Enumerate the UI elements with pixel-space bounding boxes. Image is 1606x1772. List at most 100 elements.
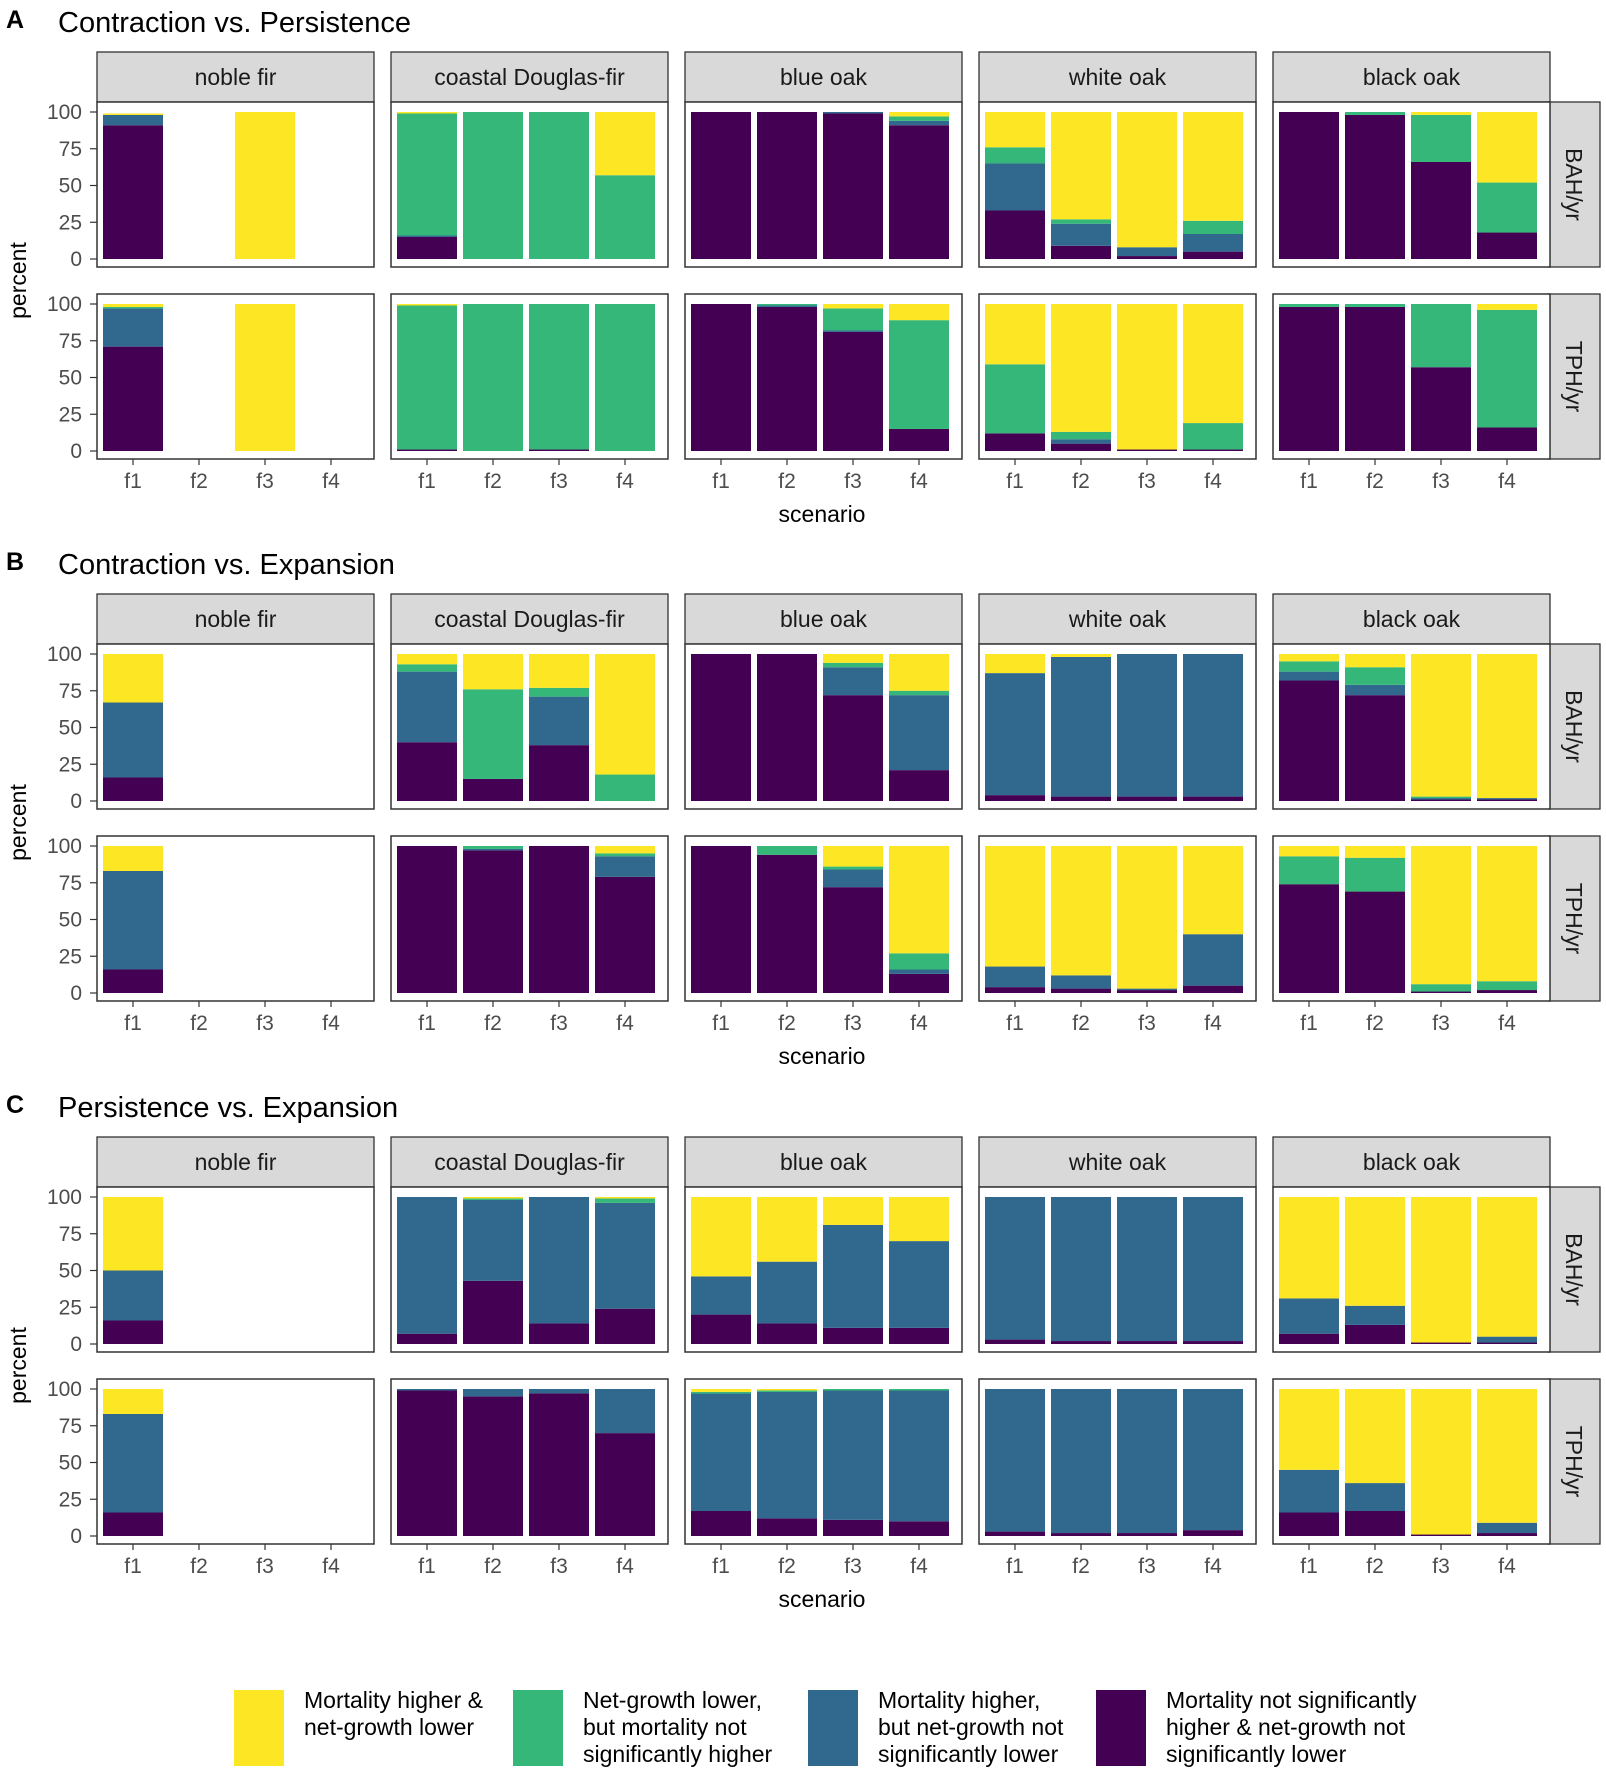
species-label: black oak bbox=[1363, 606, 1461, 632]
bar-segment bbox=[103, 308, 163, 347]
bar-segment bbox=[1117, 846, 1177, 989]
bar-segment bbox=[1345, 1197, 1405, 1306]
bar-segment bbox=[397, 305, 457, 450]
bar-segment bbox=[823, 866, 883, 870]
panel bbox=[390, 1378, 669, 1545]
bar-segment bbox=[1477, 182, 1537, 233]
species-label: noble fir bbox=[195, 1149, 277, 1175]
bar-segment bbox=[529, 1393, 589, 1536]
x-tick-label: f1 bbox=[418, 470, 436, 493]
panel bbox=[978, 835, 1257, 1002]
bar-segment bbox=[985, 966, 1045, 988]
bar-segment bbox=[1117, 988, 1177, 991]
bar-segment bbox=[103, 777, 163, 801]
bar-segment bbox=[1411, 796, 1471, 799]
bar-segment bbox=[691, 1393, 751, 1512]
panel-border bbox=[684, 1378, 963, 1545]
bar-segment bbox=[595, 856, 655, 877]
bar-segment bbox=[1279, 112, 1339, 259]
bar-segment bbox=[463, 112, 523, 259]
bar-segment bbox=[1477, 1389, 1537, 1523]
panel-border bbox=[390, 1378, 669, 1545]
bar-segment bbox=[823, 330, 883, 332]
section-a: A Contraction vs. Persistence noble fir coa… bbox=[5, 6, 1601, 527]
bar-segment bbox=[1051, 846, 1111, 976]
x-tick-label: f4 bbox=[1204, 1012, 1222, 1035]
panel-border bbox=[96, 835, 375, 1002]
bar-segment bbox=[1345, 684, 1405, 696]
bar-segment bbox=[757, 654, 817, 801]
x-tick-label: f3 bbox=[550, 470, 568, 493]
bar-segment bbox=[1051, 304, 1111, 432]
panel-border bbox=[390, 1186, 669, 1353]
panel bbox=[684, 1378, 963, 1545]
bar-segment bbox=[889, 969, 949, 974]
x-tick-label: f3 bbox=[1432, 1012, 1450, 1035]
bar-segment bbox=[1477, 1336, 1537, 1343]
bar-segment bbox=[985, 1197, 1045, 1340]
legend-label: Net-growth lower, bbox=[583, 1687, 762, 1713]
bar-segment bbox=[889, 1390, 949, 1522]
metric-label: TPH/yr bbox=[1561, 341, 1587, 413]
species-label: blue oak bbox=[780, 1149, 867, 1175]
bar-segment bbox=[1279, 671, 1339, 681]
metric-label: BAH/yr bbox=[1561, 690, 1587, 763]
panel bbox=[978, 1378, 1257, 1545]
bar-segment bbox=[397, 664, 457, 672]
bar-segment bbox=[985, 112, 1045, 148]
y-tick-label: 0 bbox=[70, 790, 82, 813]
legend-label: Mortality higher, bbox=[878, 1687, 1040, 1713]
panel-border bbox=[96, 1186, 375, 1353]
bar-segment bbox=[1411, 991, 1471, 993]
bar-segment bbox=[823, 1389, 883, 1391]
legend-label: significantly higher bbox=[583, 1741, 773, 1767]
x-tick-label: f2 bbox=[778, 1555, 796, 1578]
bar-segment bbox=[691, 304, 751, 451]
bar-segment bbox=[529, 654, 589, 688]
bar-segment bbox=[1411, 161, 1471, 259]
bar-segment bbox=[1279, 884, 1339, 993]
x-tick-label: f3 bbox=[1432, 1555, 1450, 1578]
panel-border bbox=[96, 643, 375, 810]
panel bbox=[1272, 1186, 1551, 1353]
bar-segment bbox=[1051, 796, 1111, 801]
y-tick-label: 100 bbox=[47, 1186, 82, 1209]
bar-segment bbox=[1051, 1341, 1111, 1344]
bar-segment bbox=[1183, 1530, 1243, 1536]
panel bbox=[1272, 835, 1551, 1002]
bar-segment bbox=[103, 702, 163, 778]
y-tick-label: 25 bbox=[59, 753, 82, 776]
bar-segment bbox=[1117, 796, 1177, 801]
bar-segment bbox=[1411, 984, 1471, 992]
x-tick-label: f1 bbox=[418, 1555, 436, 1578]
panel bbox=[390, 835, 669, 1002]
panel-border bbox=[390, 835, 669, 1002]
bar-segment bbox=[1477, 304, 1537, 310]
bar-segment bbox=[1345, 1511, 1405, 1536]
x-tick-label: f1 bbox=[712, 470, 730, 493]
bar-segment bbox=[103, 306, 163, 309]
x-tick-label: f3 bbox=[1138, 1012, 1156, 1035]
bar-segment bbox=[103, 304, 163, 307]
bar-segment bbox=[889, 116, 949, 121]
species-strip bbox=[1272, 593, 1551, 645]
panel-border bbox=[1272, 1378, 1551, 1545]
y-tick-label: 0 bbox=[70, 248, 82, 271]
panel bbox=[978, 101, 1257, 268]
panel-border bbox=[978, 293, 1257, 460]
panel bbox=[96, 101, 375, 268]
y-tick-label: 50 bbox=[59, 367, 82, 390]
bar-segment bbox=[1411, 654, 1471, 797]
y-tick-label: 0 bbox=[70, 1525, 82, 1548]
x-tick-label: f1 bbox=[1006, 1012, 1024, 1035]
bar-segment bbox=[397, 449, 457, 451]
x-tick-label: f2 bbox=[778, 470, 796, 493]
bar-segment bbox=[1411, 114, 1471, 162]
x-tick-label: f4 bbox=[910, 470, 928, 493]
bar-segment bbox=[823, 304, 883, 309]
y-tick-label: 100 bbox=[47, 293, 82, 316]
bar-segment bbox=[985, 433, 1045, 451]
legend-key-neither bbox=[1096, 1690, 1146, 1766]
x-axis-title: scenario bbox=[779, 501, 866, 527]
bar-segment bbox=[823, 667, 883, 696]
